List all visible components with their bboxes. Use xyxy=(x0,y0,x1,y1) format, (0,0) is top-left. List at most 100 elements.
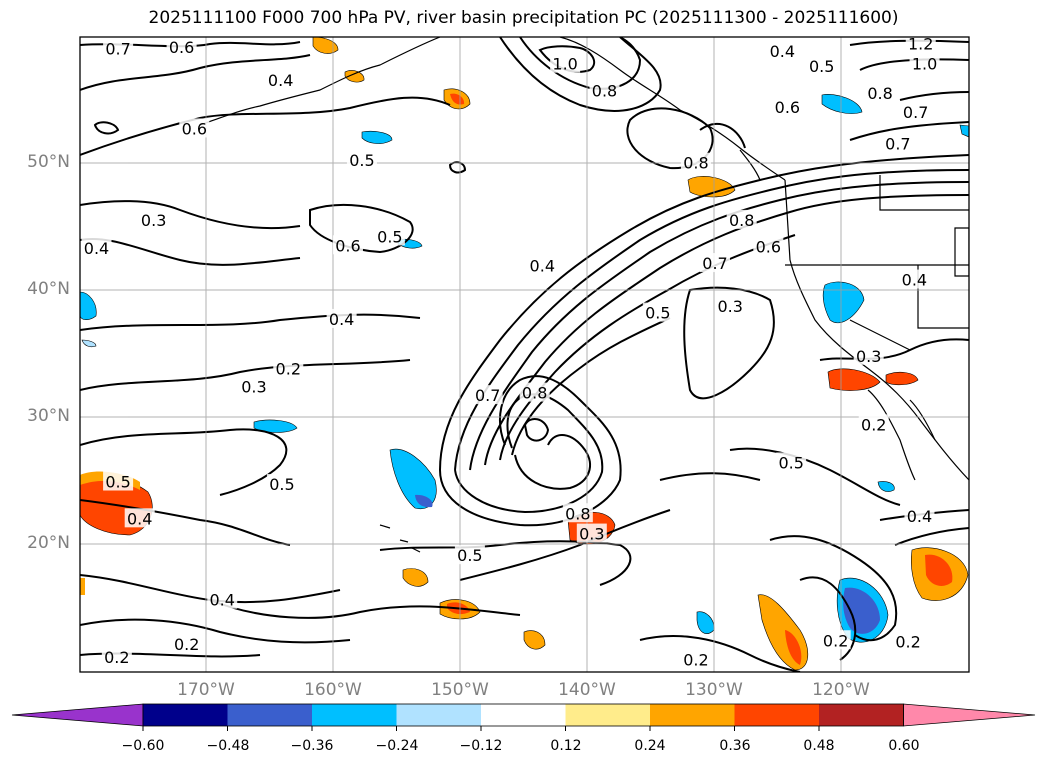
contour-label: 0.8 xyxy=(867,84,892,103)
contour-label: 0.4 xyxy=(530,257,555,276)
contour-label: 0.3 xyxy=(856,347,881,366)
colorbar-frame xyxy=(142,703,904,727)
contour-label: 0.7 xyxy=(885,135,910,154)
precip-blob-positive xyxy=(687,176,736,198)
contour-label: 0.3 xyxy=(241,377,266,396)
contour-label: 0.5 xyxy=(269,475,294,494)
precipitation-shading xyxy=(80,37,969,671)
contour-label: 0.5 xyxy=(349,151,374,170)
contour-label: 0.4 xyxy=(210,591,235,610)
colorbar-tick-label: −0.24 xyxy=(375,738,419,754)
lat-label-30n: 30°N xyxy=(27,406,70,426)
contour-label-bg xyxy=(767,40,798,60)
contour-label: 0.4 xyxy=(902,271,927,290)
colorbar-tick-label: −0.12 xyxy=(459,738,503,754)
contour-label-bg xyxy=(273,358,304,378)
contour-label-bg xyxy=(893,631,924,651)
contour-label: 0.8 xyxy=(592,81,617,100)
contour-label: 0.2 xyxy=(683,650,708,669)
contour-label-bg xyxy=(81,237,112,257)
contour-label-bg xyxy=(527,255,558,275)
contour-label-bg xyxy=(238,376,269,396)
contour-label-bg xyxy=(853,345,884,365)
contour-label-bg xyxy=(858,414,889,434)
contour-label: 0.8 xyxy=(729,211,754,230)
contour-label: 0.8 xyxy=(522,384,547,403)
pv-contours xyxy=(80,37,969,672)
colorbar-segment xyxy=(143,704,228,726)
contour-label: 0.7 xyxy=(702,254,727,273)
contour-label-bg xyxy=(207,589,238,609)
contour-label-bg xyxy=(909,53,940,73)
contour-label: 0.7 xyxy=(475,386,500,405)
contour-label-bg xyxy=(904,505,935,525)
lon-label-170w: 170°W xyxy=(177,680,235,700)
contour-label-bg xyxy=(680,649,711,669)
contour-label-bg xyxy=(576,523,607,543)
contour-label: 0.2 xyxy=(104,648,129,667)
colorbar-tick-label: −0.48 xyxy=(206,738,250,754)
contour-label-bg xyxy=(266,474,297,494)
contour-label: 0.8 xyxy=(565,504,590,523)
colorbar-tick-label: −0.36 xyxy=(290,738,334,754)
plot-frame xyxy=(79,36,970,673)
contour-label: 0.4 xyxy=(770,42,795,61)
contour-label-bg xyxy=(346,150,377,170)
precip-blob-positive xyxy=(312,37,339,54)
contour-label: 0.7 xyxy=(105,39,130,58)
contour-label-bg xyxy=(776,452,807,472)
colorbar-tick-label: 0.24 xyxy=(634,738,666,754)
contour-label: 0.2 xyxy=(276,359,301,378)
colorbar-segment xyxy=(650,704,735,726)
colorbar-extend-max xyxy=(903,703,1036,727)
contour-label: 0.6 xyxy=(182,119,207,138)
contour-label-bg xyxy=(680,152,711,172)
contour-label: 0.4 xyxy=(329,310,354,329)
contour-label-bg xyxy=(326,308,357,328)
contour-label-bg xyxy=(715,296,746,316)
contour-label-bg xyxy=(103,471,134,491)
lon-label-120w: 120°W xyxy=(812,680,870,700)
contour-label: 0.6 xyxy=(756,238,781,257)
contour-label: 0.6 xyxy=(335,236,360,255)
contour-label: 0.3 xyxy=(718,297,743,316)
contour-label-bg xyxy=(265,70,296,90)
contour-label-bg xyxy=(882,133,913,153)
colorbar-segment xyxy=(396,704,482,726)
contour-label-bg xyxy=(179,118,210,138)
precip-blob-positive xyxy=(402,568,429,587)
colorbar-segment xyxy=(819,704,904,726)
contour-label-bg xyxy=(589,80,620,100)
lon-label-130w: 130°W xyxy=(685,680,743,700)
contour-label-bg xyxy=(726,209,757,229)
colorbar-segment xyxy=(481,704,566,726)
contour-label-bg xyxy=(138,209,169,229)
coastlines xyxy=(199,37,969,553)
contour-label: 0.3 xyxy=(98,669,123,688)
colorbar-segment xyxy=(312,704,397,726)
lon-label-160w: 160°W xyxy=(304,680,362,700)
contour-label-bg xyxy=(95,668,126,672)
contour-label-bg xyxy=(772,96,803,116)
colorbar-segment xyxy=(565,704,651,726)
colorbar-segment xyxy=(227,704,313,726)
contour-label-bg xyxy=(820,630,851,650)
contour-label-bg xyxy=(166,37,197,57)
contour-label: 0.7 xyxy=(903,103,928,122)
contour-label-bg xyxy=(806,56,837,76)
contour-labels: 0.7 0.6 0.4 0.6 0.5 0.3 0.4 0.6 0.5 0.4 0.2 0.3 0.5 0… xyxy=(81,34,940,688)
contour-label-bg xyxy=(103,38,134,58)
contour-label: 0.4 xyxy=(268,71,293,90)
contour-label: 0.2 xyxy=(823,631,848,650)
contour-label-bg xyxy=(332,235,363,255)
lon-label-140w: 140°W xyxy=(558,680,616,700)
contour-label: 1.2 xyxy=(908,34,933,53)
map-title: 2025111100 F000 700 hPa PV, river basin … xyxy=(148,8,899,28)
contour-label: 0.2 xyxy=(174,635,199,654)
contour-label: 0.4 xyxy=(127,509,152,528)
lon-label-150w: 150°W xyxy=(431,680,489,700)
contour-label-bg xyxy=(900,101,931,121)
contour-label: 0.4 xyxy=(907,507,932,526)
colorbar-tick-label: 0.12 xyxy=(550,738,582,754)
contour-label: 0.5 xyxy=(778,453,803,472)
